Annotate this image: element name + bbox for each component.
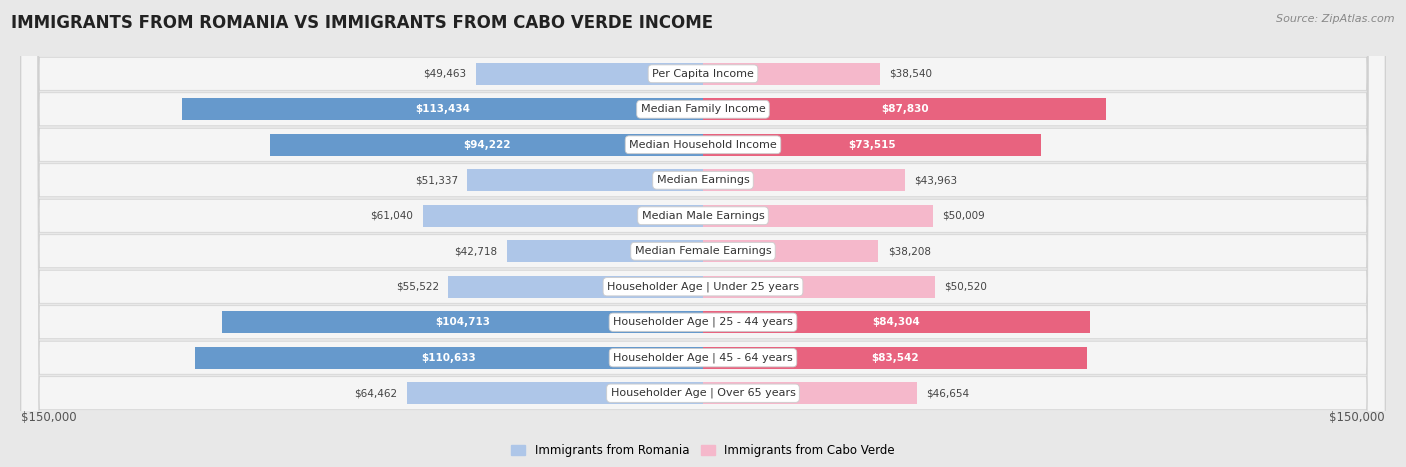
FancyBboxPatch shape — [21, 0, 1385, 467]
Legend: Immigrants from Romania, Immigrants from Cabo Verde: Immigrants from Romania, Immigrants from… — [506, 439, 900, 462]
Bar — [270, 134, 703, 156]
Text: Median Female Earnings: Median Female Earnings — [634, 246, 772, 256]
Text: $84,304: $84,304 — [873, 317, 921, 327]
Bar — [181, 98, 703, 120]
FancyBboxPatch shape — [21, 0, 1385, 467]
Text: $50,009: $50,009 — [942, 211, 984, 221]
Bar — [703, 98, 1107, 120]
Text: Median Family Income: Median Family Income — [641, 104, 765, 114]
Text: Median Household Income: Median Household Income — [628, 140, 778, 150]
Text: $94,222: $94,222 — [463, 140, 510, 150]
Text: $51,337: $51,337 — [415, 175, 458, 185]
Bar — [423, 205, 703, 227]
Bar — [703, 382, 917, 404]
Text: $113,434: $113,434 — [415, 104, 470, 114]
Text: $49,463: $49,463 — [423, 69, 467, 79]
Bar — [703, 205, 932, 227]
Text: $61,040: $61,040 — [371, 211, 413, 221]
Text: $43,963: $43,963 — [914, 175, 957, 185]
FancyBboxPatch shape — [21, 0, 1385, 467]
Bar — [703, 134, 1040, 156]
Text: Householder Age | Over 65 years: Householder Age | Over 65 years — [610, 388, 796, 398]
Text: $55,522: $55,522 — [395, 282, 439, 292]
Text: Median Earnings: Median Earnings — [657, 175, 749, 185]
Bar — [406, 382, 703, 404]
Text: IMMIGRANTS FROM ROMANIA VS IMMIGRANTS FROM CABO VERDE INCOME: IMMIGRANTS FROM ROMANIA VS IMMIGRANTS FR… — [11, 14, 713, 32]
Text: Median Male Earnings: Median Male Earnings — [641, 211, 765, 221]
Bar — [703, 169, 905, 191]
Text: $150,000: $150,000 — [21, 411, 76, 424]
Text: $46,654: $46,654 — [927, 388, 970, 398]
Bar — [506, 240, 703, 262]
Text: $104,713: $104,713 — [434, 317, 491, 327]
Bar — [703, 63, 880, 85]
FancyBboxPatch shape — [21, 0, 1385, 467]
Text: $73,515: $73,515 — [848, 140, 896, 150]
Bar — [449, 276, 703, 298]
FancyBboxPatch shape — [21, 0, 1385, 467]
Text: Source: ZipAtlas.com: Source: ZipAtlas.com — [1277, 14, 1395, 24]
FancyBboxPatch shape — [21, 0, 1385, 467]
Text: Per Capita Income: Per Capita Income — [652, 69, 754, 79]
Text: $38,540: $38,540 — [889, 69, 932, 79]
Bar — [195, 347, 703, 369]
FancyBboxPatch shape — [21, 0, 1385, 467]
Bar — [703, 240, 879, 262]
Bar — [703, 311, 1090, 333]
Text: Householder Age | 25 - 44 years: Householder Age | 25 - 44 years — [613, 317, 793, 327]
Text: Householder Age | 45 - 64 years: Householder Age | 45 - 64 years — [613, 353, 793, 363]
Text: $150,000: $150,000 — [1330, 411, 1385, 424]
Text: Householder Age | Under 25 years: Householder Age | Under 25 years — [607, 282, 799, 292]
Bar — [703, 347, 1087, 369]
FancyBboxPatch shape — [21, 0, 1385, 467]
Bar — [467, 169, 703, 191]
Text: $38,208: $38,208 — [887, 246, 931, 256]
Text: $83,542: $83,542 — [872, 353, 918, 363]
Bar — [703, 276, 935, 298]
Text: $50,520: $50,520 — [945, 282, 987, 292]
FancyBboxPatch shape — [21, 0, 1385, 467]
Bar — [222, 311, 703, 333]
FancyBboxPatch shape — [21, 0, 1385, 467]
Text: $87,830: $87,830 — [882, 104, 928, 114]
Text: $64,462: $64,462 — [354, 388, 398, 398]
Text: $42,718: $42,718 — [454, 246, 498, 256]
Bar — [475, 63, 703, 85]
Text: $110,633: $110,633 — [422, 353, 477, 363]
